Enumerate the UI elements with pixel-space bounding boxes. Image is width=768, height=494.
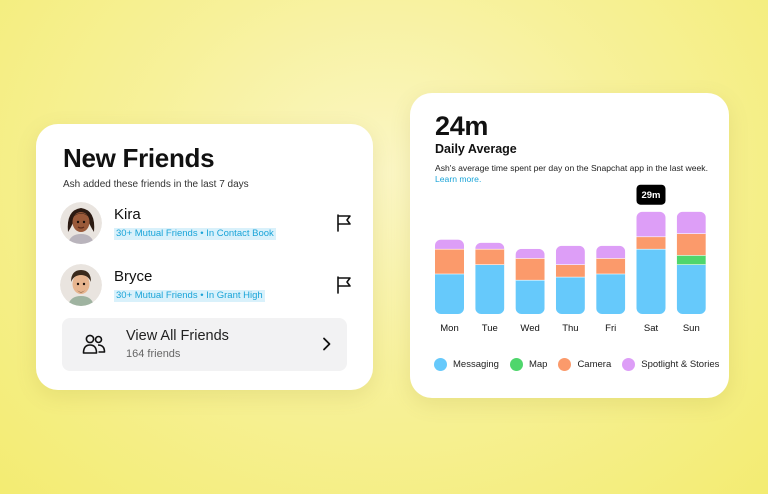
- x-tick-label: Thu: [562, 323, 578, 334]
- usage-bar-chart: Mon Tue Wed Thu Fri Sat 29m Sun: [435, 184, 706, 334]
- avatar-kira: [60, 202, 102, 244]
- learn-more-link[interactable]: Learn more.: [435, 174, 482, 184]
- new-friends-subtitle: Ash added these friends in the last 7 da…: [63, 179, 249, 190]
- chevron-right-icon: [323, 337, 331, 351]
- bar-mon[interactable]: [435, 239, 464, 314]
- bar-segment-camera: [636, 236, 666, 249]
- new-friends-card: New Friends Ash added these friends in t…: [36, 124, 373, 390]
- legend-item: Camera: [558, 357, 612, 371]
- daily-average-value: 24m: [435, 111, 489, 141]
- legend-item: Spotlight & Stories: [622, 357, 720, 371]
- friend-count: 164 friends: [126, 348, 181, 360]
- flag-icon[interactable]: [336, 214, 352, 232]
- x-tick-label: Wed: [520, 323, 539, 334]
- usage-description: Ash's average time spent per day on the …: [435, 163, 715, 185]
- legend-swatch: [558, 357, 572, 371]
- friend-name: Kira: [114, 206, 141, 223]
- bar-segment-camera: [596, 258, 626, 274]
- bar-segment-camera: [515, 258, 545, 280]
- x-tick-label: Fri: [605, 323, 616, 334]
- bar-segment-spotlight-stories: [515, 248, 545, 259]
- bar-segment-messaging: [435, 273, 464, 314]
- description-text: Ash's average time spent per day on the …: [435, 163, 708, 173]
- friend-name: Bryce: [114, 268, 153, 285]
- bar-tue[interactable]: [475, 242, 505, 314]
- bar-segment-messaging: [636, 248, 666, 314]
- bar-sat[interactable]: [636, 211, 666, 314]
- legend-item: Map: [509, 357, 548, 371]
- flag-icon[interactable]: [336, 276, 352, 294]
- screen-time-card: 24m Daily Average Ash's average time spe…: [410, 93, 729, 398]
- bar-segment-camera: [475, 248, 505, 265]
- bar-segment-spotlight-stories: [475, 242, 505, 249]
- bar-segment-messaging: [676, 264, 706, 314]
- view-all-label: View All Friends: [126, 328, 229, 344]
- friends-icon: [82, 334, 106, 354]
- legend-swatch: [434, 357, 447, 371]
- bar-segment-messaging: [555, 276, 585, 314]
- view-all-friends-button[interactable]: View All Friends 164 friends: [62, 318, 347, 371]
- bar-segment-map: [676, 255, 706, 265]
- tooltip-label: 29m: [641, 190, 660, 201]
- friend-meta: 30+ Mutual Friends • In Contact Book: [114, 228, 276, 240]
- legend-item: Messaging: [434, 357, 499, 371]
- legend-label: Camera: [577, 358, 612, 370]
- legend-label: Messaging: [453, 358, 499, 370]
- bar-thu[interactable]: [555, 245, 585, 314]
- bar-segment-messaging: [515, 279, 545, 314]
- x-tick-label: Sat: [644, 323, 659, 334]
- bar-segment-spotlight-stories: [435, 239, 464, 249]
- bar-segment-camera: [435, 248, 464, 274]
- legend-swatch: [622, 357, 636, 371]
- bar-sun[interactable]: [676, 211, 706, 314]
- bar-tooltip: 29m: [636, 184, 666, 205]
- bar-segment-spotlight-stories: [676, 211, 706, 234]
- legend-label: Spotlight & Stories: [641, 358, 720, 370]
- friend-meta: 30+ Mutual Friends • In Grant High: [114, 290, 265, 302]
- legend-label: Map: [528, 358, 548, 370]
- bar-wed[interactable]: [515, 248, 545, 314]
- bar-segment-spotlight-stories: [636, 211, 666, 237]
- legend-swatch: [509, 357, 523, 371]
- bar-segment-spotlight-stories: [596, 245, 626, 259]
- x-tick-label: Mon: [440, 323, 458, 334]
- x-tick-label: Sun: [683, 323, 700, 334]
- bar-segment-messaging: [475, 264, 505, 314]
- friend-row-kira[interactable]: Kira 30+ Mutual Friends • In Contact Boo…: [60, 200, 356, 250]
- new-friends-title: New Friends: [63, 143, 215, 173]
- avatar-bryce: [60, 264, 102, 306]
- chart-legend: Messaging Map Camera Spotlight & Stories: [434, 355, 730, 373]
- daily-average-label: Daily Average: [435, 142, 517, 156]
- bar-segment-camera: [555, 264, 585, 277]
- friend-row-bryce[interactable]: Bryce 30+ Mutual Friends • In Grant High: [60, 262, 356, 312]
- bar-segment-spotlight-stories: [555, 245, 585, 265]
- x-tick-label: Tue: [482, 323, 498, 334]
- bar-segment-messaging: [596, 273, 626, 314]
- bar-fri[interactable]: [596, 245, 626, 314]
- bar-segment-camera: [676, 233, 706, 256]
